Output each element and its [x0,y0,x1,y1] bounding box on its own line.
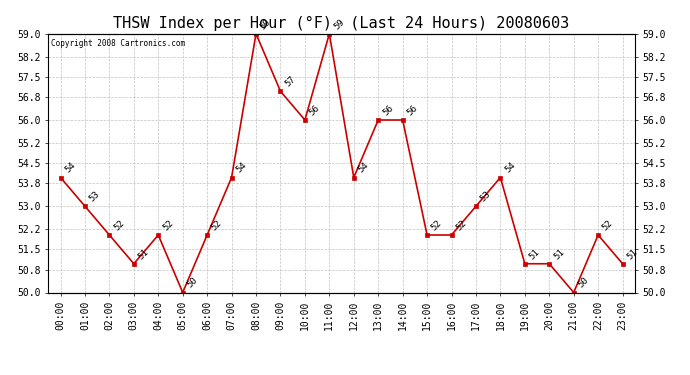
Text: 52: 52 [210,218,224,232]
Text: 52: 52 [430,218,444,232]
Text: 51: 51 [625,247,640,261]
Text: 53: 53 [479,189,493,204]
Text: 50: 50 [576,276,591,290]
Text: 56: 56 [381,103,395,117]
Text: 54: 54 [235,161,248,175]
Title: THSW Index per Hour (°F)  (Last 24 Hours) 20080603: THSW Index per Hour (°F) (Last 24 Hours)… [113,16,570,31]
Text: 50: 50 [186,276,199,290]
Text: 52: 52 [112,218,126,232]
Text: 51: 51 [528,247,542,261]
Text: 54: 54 [503,161,517,175]
Text: 56: 56 [308,103,322,117]
Text: Copyright 2008 Cartronics.com: Copyright 2008 Cartronics.com [51,39,186,48]
Text: 51: 51 [137,247,150,261]
Text: 52: 52 [454,218,469,232]
Text: 54: 54 [63,161,77,175]
Text: 52: 52 [161,218,175,232]
Text: 56: 56 [406,103,420,117]
Text: 59: 59 [259,17,273,31]
Text: 57: 57 [283,75,297,88]
Text: 53: 53 [88,189,101,204]
Text: 52: 52 [601,218,615,232]
Text: 59: 59 [332,17,346,31]
Text: 54: 54 [357,161,371,175]
Text: 51: 51 [552,247,566,261]
